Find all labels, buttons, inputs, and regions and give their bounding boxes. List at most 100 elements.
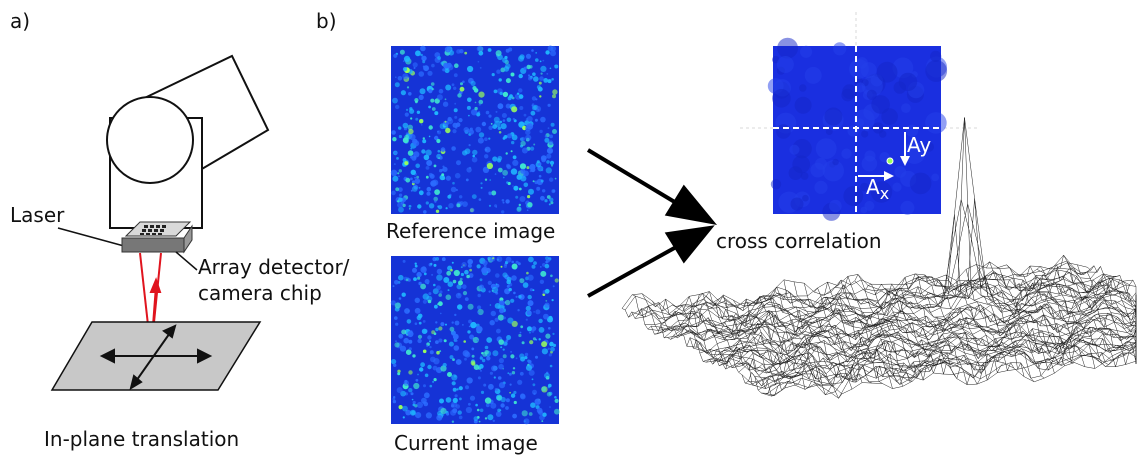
speckle-dot xyxy=(517,379,523,385)
speckle-dot xyxy=(517,309,520,312)
speckle-dot xyxy=(523,418,530,425)
speckle-dot xyxy=(466,274,470,279)
speckle-dot xyxy=(432,88,435,91)
speckle-dot xyxy=(505,152,508,155)
speckle-dot xyxy=(476,264,481,269)
mesh-column-line xyxy=(884,283,1035,382)
speckle-dot xyxy=(442,165,445,168)
speckle-dot xyxy=(426,160,433,166)
speckle-dot xyxy=(484,397,492,404)
speckle-dot xyxy=(454,115,458,119)
speckle-dot xyxy=(495,110,498,113)
speckle-dot xyxy=(511,275,517,281)
correlation-noise-blob xyxy=(870,181,893,203)
speckle-dot xyxy=(427,364,432,370)
speckle-dot xyxy=(473,88,479,93)
speckle-dot xyxy=(542,412,547,417)
speckle-dot xyxy=(449,355,454,360)
speckle-dot xyxy=(451,146,456,151)
speckle-dot xyxy=(548,353,552,357)
speckle-dot xyxy=(443,339,447,343)
speckle-dot xyxy=(470,127,472,130)
correlation-noise-blob xyxy=(856,57,868,69)
speckle-dot xyxy=(402,137,409,144)
speckle-dot xyxy=(437,149,441,153)
speckle-dot xyxy=(525,53,532,59)
speckle-dot xyxy=(505,398,510,403)
speckle-dot xyxy=(554,408,560,415)
speckle-dot xyxy=(533,261,537,265)
speckle-dot xyxy=(491,190,497,196)
speckle-dot xyxy=(489,304,492,306)
speckle-dot xyxy=(447,281,454,288)
speckle-dot xyxy=(540,179,544,183)
correlation-noise-blob xyxy=(800,172,809,180)
speckle-dot xyxy=(447,64,454,71)
speckle-dot xyxy=(418,94,424,100)
speckle-dot xyxy=(547,127,550,130)
speckle-dot xyxy=(445,207,448,210)
speckle-dot xyxy=(491,365,498,372)
correlation-noise-blob xyxy=(833,42,847,56)
speckle-dot xyxy=(540,195,545,201)
speckle-dot xyxy=(395,76,397,78)
speckle-dot xyxy=(515,295,518,298)
speckle-dot xyxy=(552,343,557,347)
speckle-dot xyxy=(418,71,425,77)
mesh-column-line xyxy=(773,289,923,380)
speckle-dot xyxy=(420,45,426,52)
speckle-dot xyxy=(544,137,550,143)
speckle-dot xyxy=(485,403,490,408)
speckle-dot xyxy=(541,420,544,422)
speckle-dot xyxy=(542,59,545,62)
reference-speckle-image xyxy=(390,45,559,214)
speckle-dot xyxy=(454,63,459,68)
speckle-dot xyxy=(435,340,439,344)
speckle-dot xyxy=(476,45,483,52)
speckle-dot xyxy=(434,189,440,196)
speckle-dot xyxy=(418,187,421,189)
speckle-dot xyxy=(392,285,395,288)
speckle-dot xyxy=(398,175,400,178)
mesh-column-line xyxy=(834,279,984,385)
speckle-dot xyxy=(464,351,471,358)
speckle-dot xyxy=(476,339,479,342)
speckle-dot xyxy=(516,92,520,95)
ax-label-main: A xyxy=(866,175,880,199)
speckle-dot xyxy=(531,378,534,381)
speckle-dot xyxy=(417,373,419,376)
speckle-dot xyxy=(517,262,521,266)
speckle-dot xyxy=(416,271,422,278)
panel-b-label: b) xyxy=(316,9,337,33)
speckle-dot xyxy=(432,179,439,186)
speckle-dot xyxy=(510,354,515,359)
speckle-dot xyxy=(526,271,529,275)
speckle-dot xyxy=(427,70,433,76)
speckle-dot xyxy=(477,137,484,144)
speckle-dot xyxy=(533,311,535,313)
speckle-dot xyxy=(544,263,550,269)
speckle-dot xyxy=(511,134,518,141)
speckle-dot xyxy=(398,134,402,139)
speckle-dot xyxy=(412,354,416,358)
speckle-dot xyxy=(503,316,506,320)
speckle-dot xyxy=(524,352,529,357)
speckle-dot xyxy=(512,367,516,370)
speckle-dot xyxy=(407,124,414,131)
speckle-dot xyxy=(502,272,508,278)
speckle-dot xyxy=(477,293,481,298)
speckle-dot xyxy=(490,402,497,409)
speckle-dot xyxy=(527,294,532,300)
speckle-dot xyxy=(430,98,435,103)
speckle-dot xyxy=(430,262,433,266)
speckle-dot xyxy=(449,326,455,332)
correlation-noise-blob xyxy=(810,162,826,178)
speckle-dot xyxy=(520,393,526,399)
correlation-noise-blob xyxy=(931,173,940,182)
correlation-noise-blob xyxy=(892,182,902,192)
speckle-dot xyxy=(505,339,509,342)
speckle-dot xyxy=(391,190,396,196)
speckle-dot xyxy=(442,166,448,172)
speckle-dot xyxy=(408,370,413,375)
speckle-dot xyxy=(442,362,447,368)
